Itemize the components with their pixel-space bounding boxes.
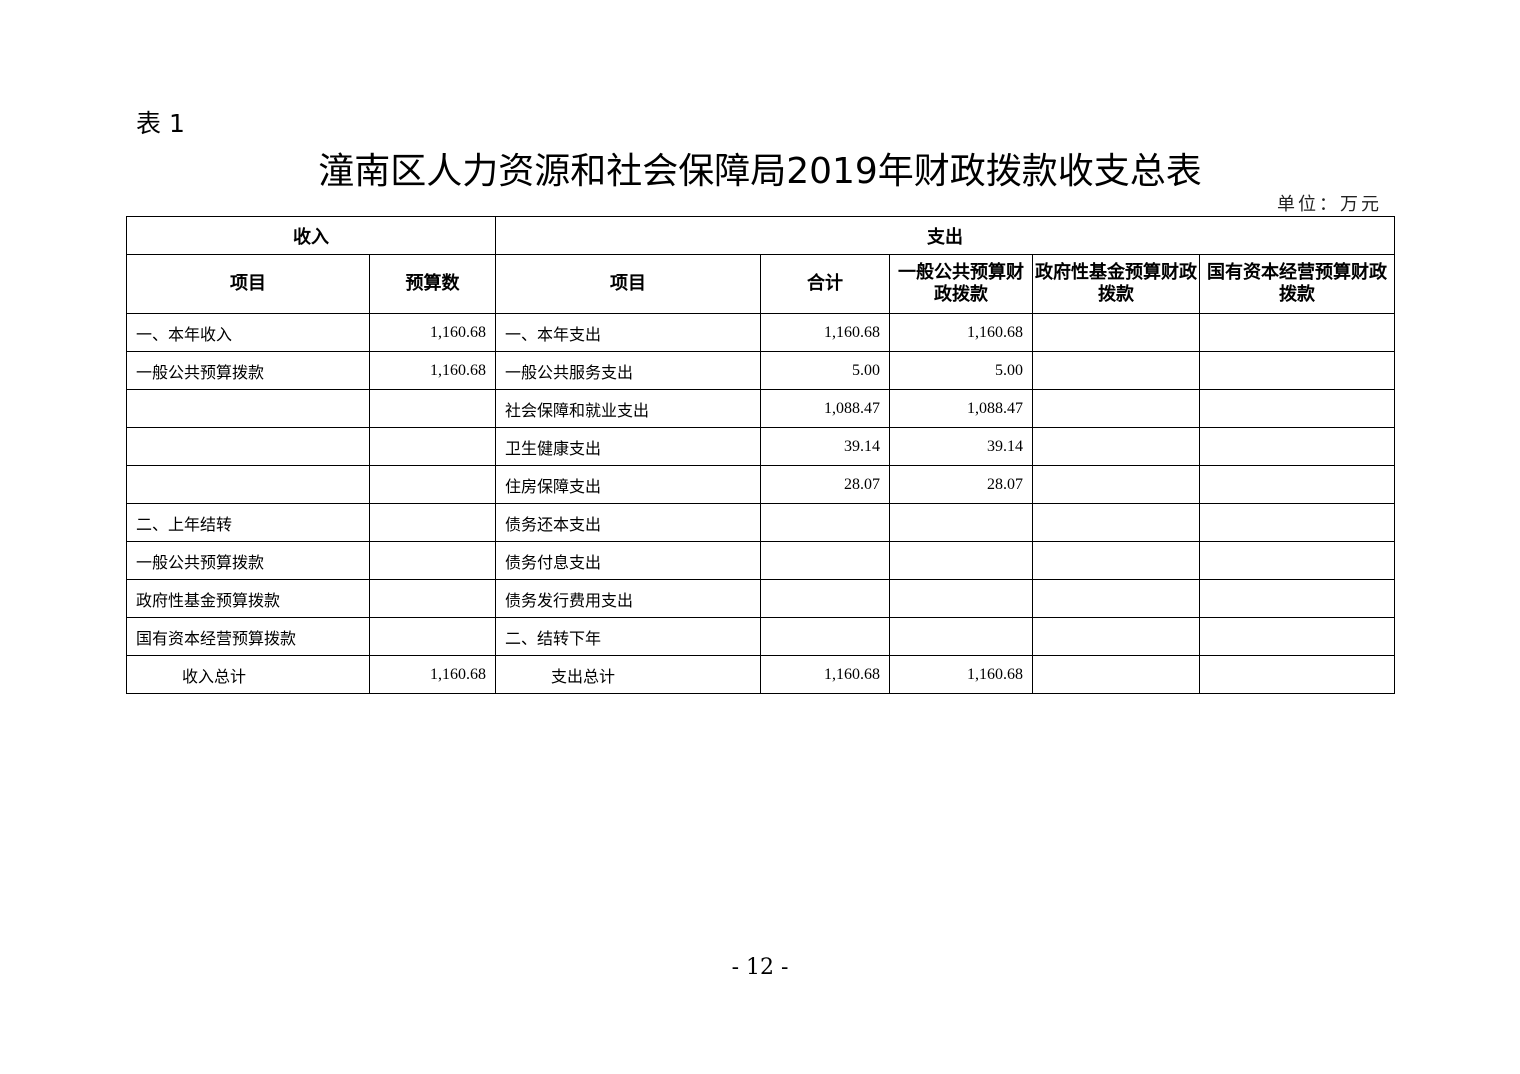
table-cell — [760, 503, 890, 542]
table-cell — [1199, 427, 1395, 466]
table-cell — [889, 579, 1033, 618]
table-cell — [369, 541, 496, 580]
table-cell — [1199, 617, 1395, 656]
column-header: 国有资本经营预算财政拨款 — [1199, 254, 1395, 314]
table-label: 表 1 — [136, 109, 185, 138]
table-cell: 一般公共预算拨款 — [126, 541, 370, 580]
table-row: 一、本年收入 1,160.68 一、本年支出 1,160.68 1,160.68 — [126, 313, 1395, 352]
table-cell: 5.00 — [760, 351, 890, 390]
table-cell: 债务还本支出 — [495, 503, 761, 542]
table-cell: 1,160.68 — [889, 655, 1033, 694]
column-header: 项目 — [126, 254, 370, 314]
table-cell: 二、结转下年 — [495, 617, 761, 656]
table-cell: 1,088.47 — [889, 389, 1033, 428]
total-row: 收入总计 1,160.68 支出总计 1,160.68 1,160.68 — [126, 655, 1395, 694]
table-cell: 卫生健康支出 — [495, 427, 761, 466]
table-cell: 国有资本经营预算拨款 — [126, 617, 370, 656]
page-title: 潼南区人力资源和社会保障局2019年财政拨款收支总表 — [318, 151, 1202, 192]
table-cell: 一般公共服务支出 — [495, 351, 761, 390]
table-row: 卫生健康支出 39.14 39.14 — [126, 427, 1395, 466]
table-cell — [126, 465, 370, 504]
table-cell — [760, 617, 890, 656]
table-cell — [369, 617, 496, 656]
table-cell: 1,088.47 — [760, 389, 890, 428]
table-row: 国有资本经营预算拨款 二、结转下年 — [126, 617, 1395, 656]
table-cell — [1032, 389, 1200, 428]
table-cell — [1032, 503, 1200, 542]
table-cell: 债务发行费用支出 — [495, 579, 761, 618]
table-cell — [126, 389, 370, 428]
table-cell: 5.00 — [889, 351, 1033, 390]
table-cell — [1199, 389, 1395, 428]
table-cell: 一般公共预算拨款 — [126, 351, 370, 390]
table-cell — [1199, 351, 1395, 390]
table-cell — [1032, 427, 1200, 466]
table-cell: 39.14 — [889, 427, 1033, 466]
table-cell — [889, 541, 1033, 580]
table-cell — [889, 503, 1033, 542]
table-cell: 1,160.68 — [369, 313, 496, 352]
table-cell — [1199, 313, 1395, 352]
table-cell: 二、上年结转 — [126, 503, 370, 542]
table-cell: 1,160.68 — [889, 313, 1033, 352]
table-cell — [1032, 351, 1200, 390]
table-cell: 一、本年支出 — [495, 313, 761, 352]
table-row: 一般公共预算拨款 1,160.68 一般公共服务支出 5.00 5.00 — [126, 351, 1395, 390]
table-cell: 债务付息支出 — [495, 541, 761, 580]
table-cell — [369, 503, 496, 542]
table-cell — [1199, 579, 1395, 618]
table-cell: 1,160.68 — [369, 351, 496, 390]
page-number: - 12 - — [731, 955, 789, 980]
table-row: 二、上年结转 债务还本支出 — [126, 503, 1395, 542]
table-cell — [1199, 465, 1395, 504]
table-cell: 1,160.68 — [760, 313, 890, 352]
table-row: 社会保障和就业支出 1,088.47 1,088.47 — [126, 389, 1395, 428]
table-cell — [1199, 655, 1395, 694]
table-cell: 28.07 — [760, 465, 890, 504]
column-header: 政府性基金预算财政拨款 — [1032, 254, 1200, 314]
table-cell: 一、本年收入 — [126, 313, 370, 352]
table-cell — [369, 389, 496, 428]
table-cell — [1032, 579, 1200, 618]
table-row: 政府性基金预算拨款 债务发行费用支出 — [126, 579, 1395, 618]
table-cell — [369, 465, 496, 504]
table-cell — [1199, 541, 1395, 580]
table-cell: 支出总计 — [495, 655, 761, 694]
table-cell: 社会保障和就业支出 — [495, 389, 761, 428]
table-cell — [889, 617, 1033, 656]
budget-summary-table: 收入 支出 项目 预算数 项目 合计 一般公共预算财政拨款 政府性基金预算财政拨款 国有资本… — [126, 216, 1395, 694]
income-header: 收入 — [126, 216, 496, 255]
column-header: 预算数 — [369, 254, 496, 314]
expense-header: 支出 — [495, 216, 1395, 255]
table-cell: 政府性基金预算拨款 — [126, 579, 370, 618]
table-cell — [126, 427, 370, 466]
table-cell — [1199, 503, 1395, 542]
table-cell: 1,160.68 — [760, 655, 890, 694]
unit-label: 单位：万元 — [1277, 194, 1382, 215]
table-cell — [369, 427, 496, 466]
column-header: 项目 — [495, 254, 761, 314]
table-cell: 28.07 — [889, 465, 1033, 504]
table-cell: 1,160.68 — [369, 655, 496, 694]
column-header: 一般公共预算财政拨款 — [889, 254, 1033, 314]
table-cell — [1032, 313, 1200, 352]
table-cell — [1032, 617, 1200, 656]
table-cell: 收入总计 — [126, 655, 370, 694]
table-cell — [1032, 541, 1200, 580]
table-cell — [369, 579, 496, 618]
table-cell: 39.14 — [760, 427, 890, 466]
table-cell: 住房保障支出 — [495, 465, 761, 504]
table-cell — [760, 579, 890, 618]
table-row: 一般公共预算拨款 债务付息支出 — [126, 541, 1395, 580]
table-cell — [1032, 465, 1200, 504]
table-cell — [760, 541, 890, 580]
column-header: 合计 — [760, 254, 890, 314]
table-cell — [1032, 655, 1200, 694]
table-row: 住房保障支出 28.07 28.07 — [126, 465, 1395, 504]
